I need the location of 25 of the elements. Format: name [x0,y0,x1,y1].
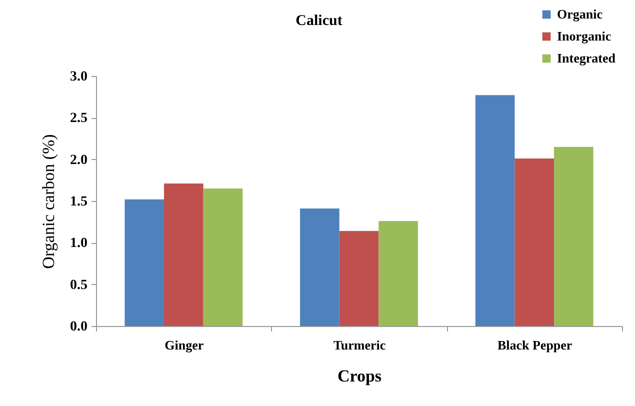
y-axis-title: Organic carbon (%) [39,134,58,269]
legend-label: Organic [557,6,603,22]
x-tick-label: Ginger [164,338,204,352]
bar [378,221,418,326]
x-tick-label: Turmeric [333,338,386,352]
bar [475,95,515,326]
bar [203,188,243,326]
y-tick-label: 2.5 [70,111,88,126]
bar [339,231,379,326]
bar [514,158,554,326]
bar [554,146,594,326]
y-tick-label: 0.0 [70,320,88,334]
bar [300,208,340,326]
y-tick-label: 1.0 [70,236,88,252]
y-tick-label: 3.0 [70,70,88,84]
x-tick-label: Black Pepper [497,338,572,352]
chart-title: Calicut [296,13,342,29]
legend-label: Integrated [557,50,616,66]
bar [124,199,164,326]
y-tick-label: 1.5 [70,194,88,210]
x-axis-title: Crops [337,366,382,386]
bar [164,184,204,326]
y-tick-label: 2.0 [70,152,88,168]
legend-label: Inorganic [557,28,612,44]
y-tick-label: 0.5 [70,278,88,293]
